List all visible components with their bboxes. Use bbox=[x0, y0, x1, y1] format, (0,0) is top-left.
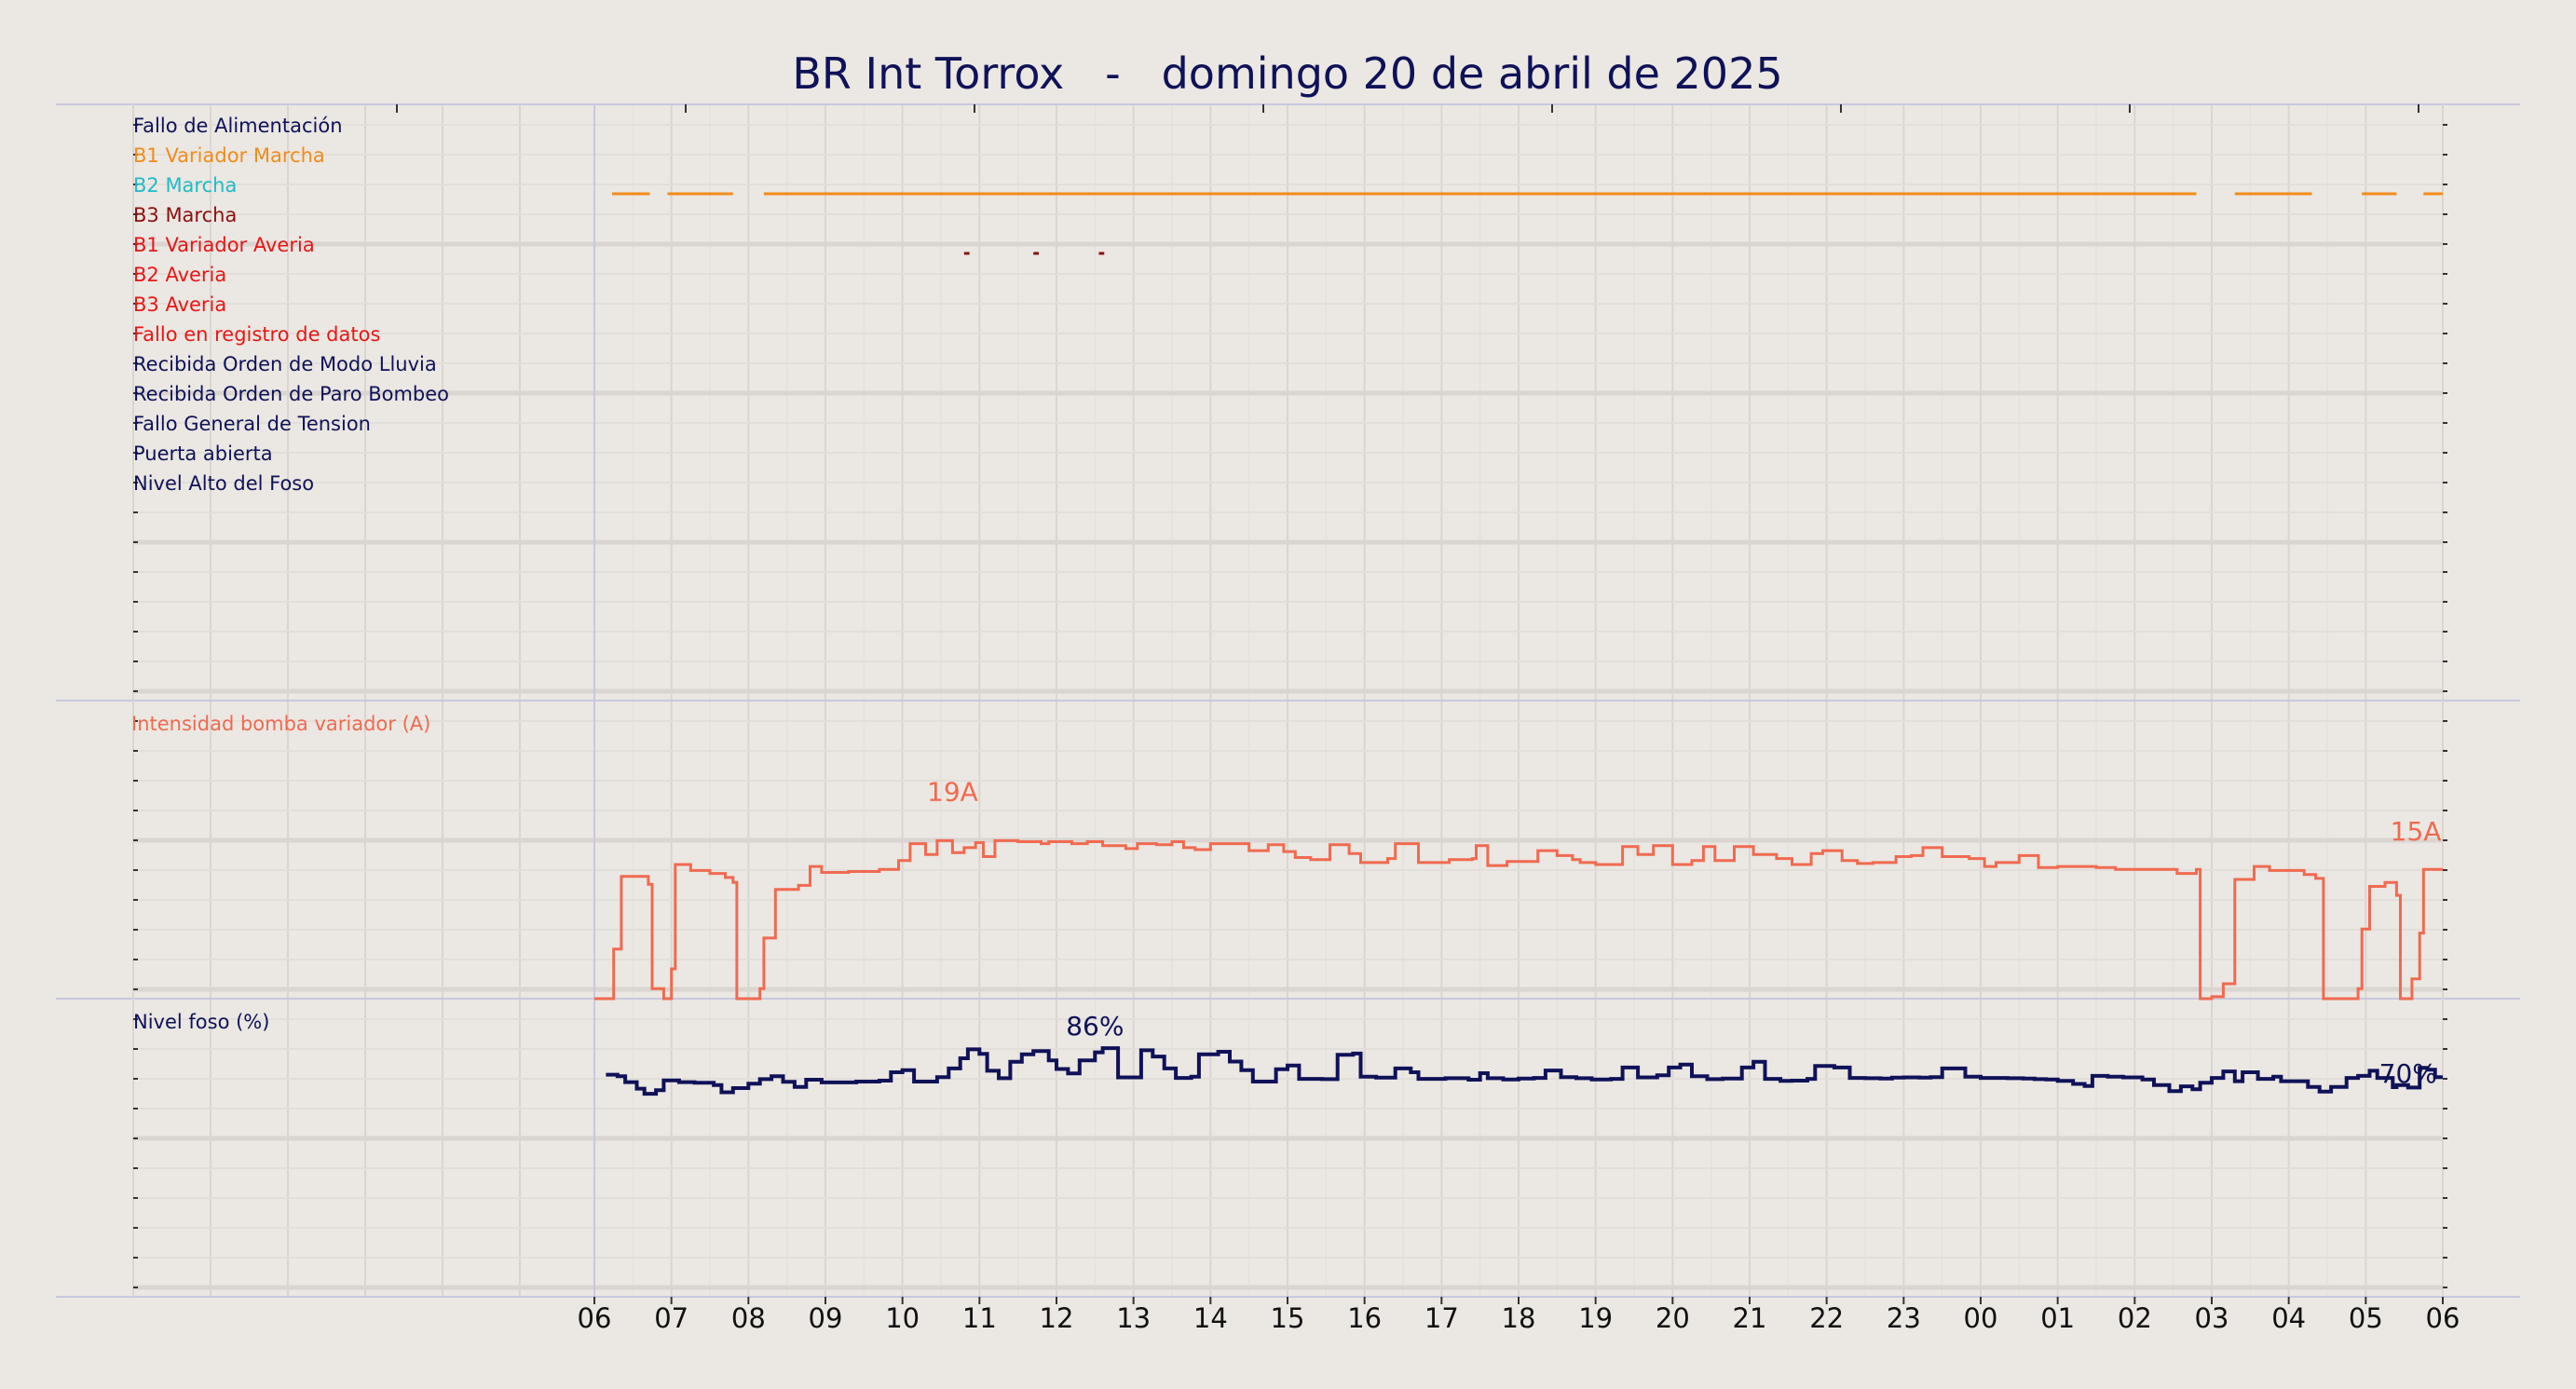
x-tick-label: 12 bbox=[1040, 1302, 1074, 1334]
level-panel: Nivel foso (%) 86% 70% bbox=[133, 1011, 2443, 1096]
x-tick-label: 11 bbox=[962, 1302, 997, 1334]
digital-signals-panel: Fallo de Alimentación B1 Variador Marcha B… bbox=[133, 115, 2443, 495]
x-tick-label: 18 bbox=[1502, 1302, 1536, 1334]
signal-label: Recibida Orden de Modo Lluvia bbox=[133, 353, 437, 375]
signal-label: B2 Averia bbox=[133, 264, 226, 286]
signal-label: B1 Variador Marcha bbox=[133, 144, 325, 167]
level-annotation: 70% bbox=[2379, 1058, 2437, 1089]
x-tick-label: 03 bbox=[2195, 1302, 2229, 1334]
x-axis: 06 07 08 09 10 11 12 13 14 15 16 17 18 19 20 21 22 23 00 01… bbox=[578, 1297, 2460, 1334]
x-tick-label: 02 bbox=[2118, 1302, 2152, 1334]
signal-label: Fallo General de Tension bbox=[133, 413, 371, 435]
x-tick-label: 22 bbox=[1809, 1302, 1844, 1334]
current-panel: Intensidad bomba variador (A) 19A 15A bbox=[131, 713, 2443, 1001]
signal-label: B1 Variador Averia bbox=[133, 234, 315, 256]
x-tick-label: 07 bbox=[654, 1302, 688, 1334]
signal-label: Puerta abierta bbox=[133, 443, 273, 465]
x-tick-label: 15 bbox=[1271, 1302, 1305, 1334]
signal-label: B2 Marcha bbox=[133, 174, 237, 197]
current-annotation: 19A bbox=[927, 776, 978, 807]
signal-label: Recibida Orden de Paro Bombeo bbox=[133, 383, 449, 405]
current-panel-title: Intensidad bomba variador (A) bbox=[131, 713, 430, 735]
x-tick-label: 20 bbox=[1656, 1302, 1690, 1334]
x-tick-label: 23 bbox=[1887, 1302, 1921, 1334]
x-tick-label: 04 bbox=[2271, 1302, 2306, 1334]
x-tick-label: 08 bbox=[731, 1302, 766, 1334]
x-tick-label: 16 bbox=[1347, 1302, 1382, 1334]
signal-label: Fallo en registro de datos bbox=[133, 323, 380, 346]
page-title: BR Int Torrox - domingo 20 de abril de 2… bbox=[792, 48, 1782, 99]
signal-label: B3 Marcha bbox=[133, 204, 237, 226]
current-annotation: 15A bbox=[2391, 816, 2442, 847]
panel-borders bbox=[56, 103, 2520, 1298]
x-tick-label: 19 bbox=[1578, 1302, 1613, 1334]
signal-label: Nivel Alto del Foso bbox=[133, 472, 314, 495]
current-series-line bbox=[594, 838, 2443, 1001]
x-tick-label: 00 bbox=[1964, 1302, 1998, 1334]
x-tick-label: 14 bbox=[1193, 1302, 1228, 1334]
signal-label: B3 Averia bbox=[133, 293, 226, 316]
x-tick-label: 01 bbox=[2040, 1302, 2075, 1334]
signal-label: Fallo de Alimentación bbox=[133, 115, 343, 137]
x-tick-label: 10 bbox=[885, 1302, 920, 1334]
level-series-line bbox=[606, 1046, 2443, 1096]
x-tick-label: 13 bbox=[1116, 1302, 1151, 1334]
x-tick-label: 21 bbox=[1733, 1302, 1767, 1334]
level-annotation: 86% bbox=[1066, 1011, 1124, 1042]
x-tick-label: 17 bbox=[1424, 1302, 1459, 1334]
x-tick-label: 05 bbox=[2349, 1302, 2383, 1334]
x-tick-label: 06 bbox=[2426, 1302, 2460, 1334]
level-panel-title: Nivel foso (%) bbox=[133, 1011, 269, 1033]
x-tick-label: 09 bbox=[809, 1302, 843, 1334]
x-tick-label: 06 bbox=[578, 1302, 612, 1334]
